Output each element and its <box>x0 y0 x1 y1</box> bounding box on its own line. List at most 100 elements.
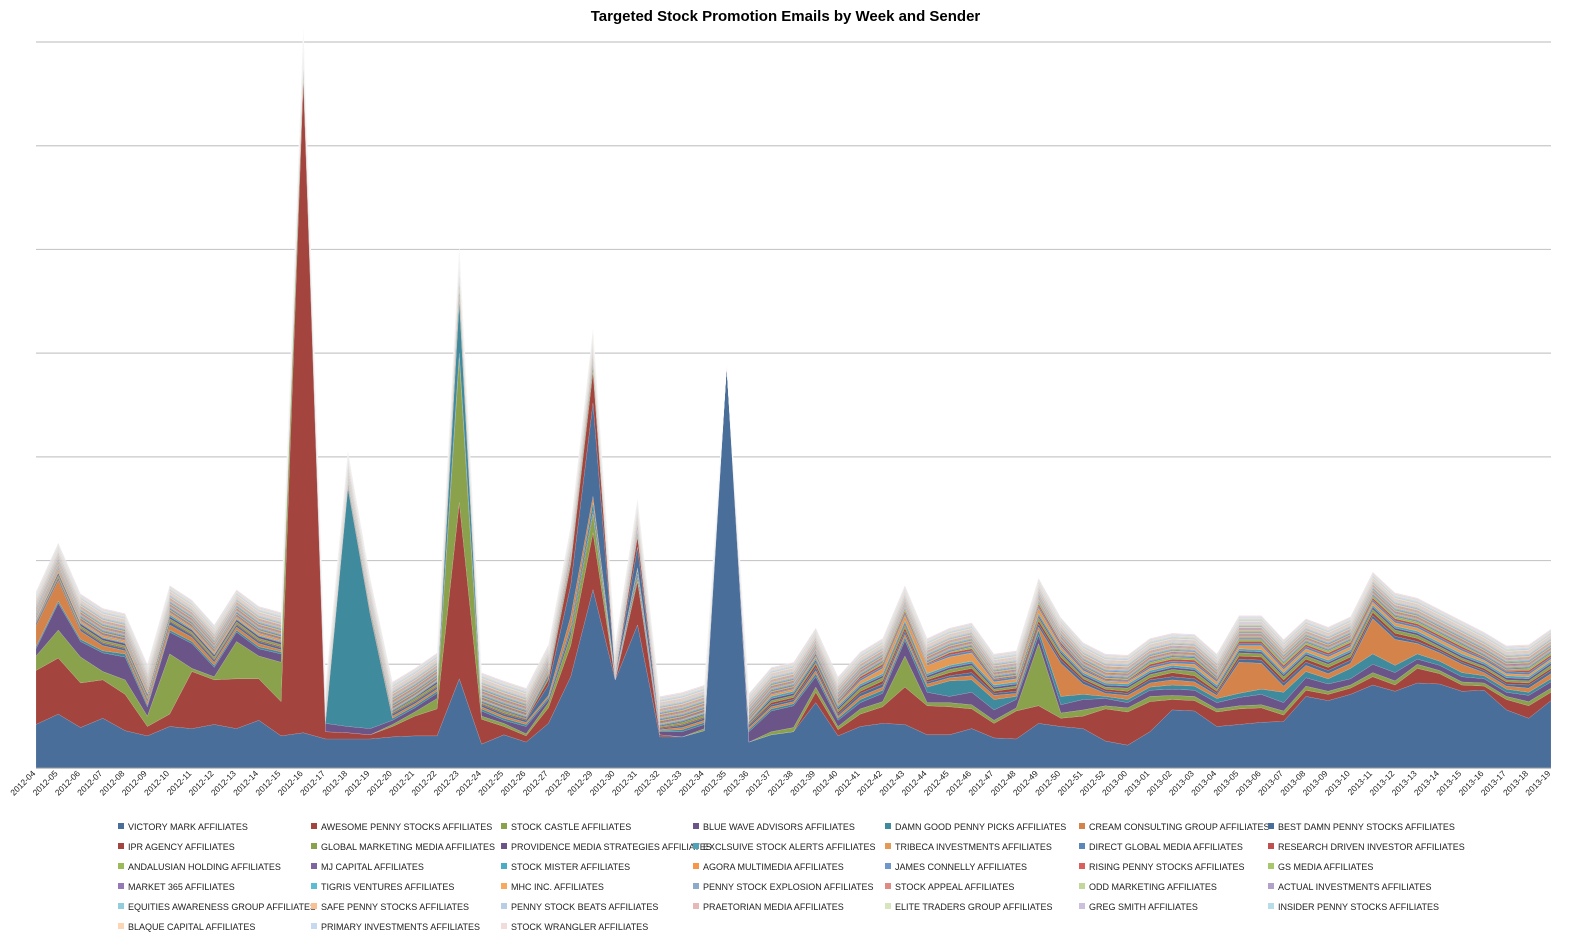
legend-item: PRAETORIAN MEDIA AFFILIATES <box>693 900 844 914</box>
legend-label: MJ CAPITAL AFFILIATES <box>321 862 424 872</box>
legend-label: RISING PENNY STOCKS AFFILIATES <box>1089 862 1245 872</box>
legend-swatch <box>118 843 124 849</box>
legend-label: BLUE WAVE ADVISORS AFFILIATES <box>703 822 855 832</box>
legend-label: BLAQUE CAPITAL AFFILIATES <box>128 922 256 932</box>
legend-label: PENNY STOCK EXPLOSION AFFILIATES <box>703 882 874 892</box>
legend-item: IPR AGENCY AFFILIATES <box>118 840 235 854</box>
legend-item: MARKET 365 AFFILIATES <box>118 880 235 894</box>
legend-swatch <box>1079 863 1085 869</box>
legend-item: BLUE WAVE ADVISORS AFFILIATES <box>693 820 855 834</box>
legend-label: CREAM CONSULTING GROUP AFFILIATES <box>1089 822 1270 832</box>
legend-label: PRIMARY INVESTMENTS AFFILIATES <box>321 922 481 932</box>
legend-item: RISING PENNY STOCKS AFFILIATES <box>1079 860 1245 874</box>
legend-label: MHC INC. AFFILIATES <box>511 882 604 892</box>
legend-item: BEST DAMN PENNY STOCKS AFFILIATES <box>1268 820 1455 834</box>
legend-label: SAFE PENNY STOCKS AFFILIATES <box>321 902 470 912</box>
legend-label: DAMN GOOD PENNY PICKS AFFILIATES <box>895 822 1067 832</box>
legend-label: TIGRIS VENTURES AFFILIATES <box>321 882 455 892</box>
legend-item: DAMN GOOD PENNY PICKS AFFILIATES <box>885 820 1066 834</box>
legend-item: STOCK MISTER AFFILIATES <box>501 860 630 874</box>
legend-swatch <box>693 823 699 829</box>
legend-label: AGORA MULTIMEDIA AFFILIATES <box>703 862 844 872</box>
legend-swatch <box>311 923 317 929</box>
legend-item: AWESOME PENNY STOCKS AFFILIATES <box>311 820 492 834</box>
area-series-37 <box>35 28 1552 698</box>
legend-item: PROVIDENCE MEDIA STRATEGIES AFFILIATES <box>501 840 712 854</box>
legend-swatch <box>693 883 699 889</box>
legend-label: BEST DAMN PENNY STOCKS AFFILIATES <box>1278 822 1455 832</box>
legend-label: EXCLSUIVE STOCK ALERTS AFFILIATES <box>703 842 876 852</box>
legend-swatch <box>118 883 124 889</box>
legend-label: STOCK WRANGLER AFFILIATES <box>511 922 649 932</box>
legend-swatch <box>1268 883 1274 889</box>
legend-swatch <box>118 823 124 829</box>
legend-swatch <box>118 903 124 909</box>
legend-label: GREG SMITH AFFILIATES <box>1089 902 1198 912</box>
x-tick-label: 2013-19 <box>1523 768 1552 797</box>
legend-item: MJ CAPITAL AFFILIATES <box>311 860 424 874</box>
legend-swatch <box>501 923 507 929</box>
legend-item: GLOBAL MARKETING MEDIA AFFILIATES <box>311 840 495 854</box>
legend-swatch <box>885 843 891 849</box>
legend-swatch <box>311 863 317 869</box>
legend-swatch <box>1079 903 1085 909</box>
legend-label: IPR AGENCY AFFILIATES <box>128 842 235 852</box>
legend-swatch <box>1268 863 1274 869</box>
legend-item: STOCK WRANGLER AFFILIATES <box>501 920 648 934</box>
legend-swatch <box>1268 843 1274 849</box>
legend-label: PENNY STOCK BEATS AFFILIATES <box>511 902 659 912</box>
legend-swatch <box>1079 883 1085 889</box>
legend-swatch <box>118 923 124 929</box>
legend-label: RESEARCH DRIVEN INVESTOR AFFILIATES <box>1278 842 1465 852</box>
area-series-29 <box>35 36 1552 707</box>
legend-swatch <box>501 903 507 909</box>
legend-label: STOCK APPEAL AFFILIATES <box>895 882 1015 892</box>
legend-item: RESEARCH DRIVEN INVESTOR AFFILIATES <box>1268 840 1465 854</box>
legend-item: ACTUAL INVESTMENTS AFFILIATES <box>1268 880 1432 894</box>
legend-label: STOCK MISTER AFFILIATES <box>511 862 631 872</box>
legend-swatch <box>1268 823 1274 829</box>
legend-item: BLAQUE CAPITAL AFFILIATES <box>118 920 255 934</box>
area-series-33 <box>35 32 1552 702</box>
legend-item: EQUITIES AWARENESS GROUP AFFILIATES <box>118 900 316 914</box>
legend-label: AWESOME PENNY STOCKS AFFILIATES <box>321 822 493 832</box>
legend-item: PRIMARY INVESTMENTS AFFILIATES <box>311 920 480 934</box>
legend-item: PENNY STOCK EXPLOSION AFFILIATES <box>693 880 874 894</box>
legend-label: GLOBAL MARKETING MEDIA AFFILIATES <box>321 842 496 852</box>
legend-item: TIGRIS VENTURES AFFILIATES <box>311 880 454 894</box>
legend-item: STOCK APPEAL AFFILIATES <box>885 880 1014 894</box>
legend-swatch <box>693 863 699 869</box>
legend-item: JAMES CONNELLY AFFILIATES <box>885 860 1027 874</box>
legend-label: TRIBECA INVESTMENTS AFFILIATES <box>895 842 1052 852</box>
legend-label: DIRECT GLOBAL MEDIA AFFILIATES <box>1089 842 1243 852</box>
legend-item: ANDALUSIAN HOLDING AFFILIATES <box>118 860 281 874</box>
legend-label: PROVIDENCE MEDIA STRATEGIES AFFILIATES <box>511 842 712 852</box>
legend-item: AGORA MULTIMEDIA AFFILIATES <box>693 860 844 874</box>
legend-swatch <box>311 903 317 909</box>
legend-label: ANDALUSIAN HOLDING AFFILIATES <box>128 862 281 872</box>
legend-item: GS MEDIA AFFILIATES <box>1268 860 1373 874</box>
area-series-34 <box>35 31 1552 701</box>
legend-label: MARKET 365 AFFILIATES <box>128 882 235 892</box>
area-series-36 <box>35 29 1552 699</box>
legend-swatch <box>311 823 317 829</box>
legend-swatch <box>885 863 891 869</box>
legend-item: ELITE TRADERS GROUP AFFILIATES <box>885 900 1053 914</box>
legend-label: JAMES CONNELLY AFFILIATES <box>895 862 1028 872</box>
legend-swatch <box>693 843 699 849</box>
area-series-35 <box>35 30 1552 700</box>
legend-swatch <box>501 823 507 829</box>
legend-label: VICTORY MARK AFFILIATES <box>128 822 248 832</box>
legend-swatch <box>885 903 891 909</box>
legend-item: SAFE PENNY STOCKS AFFILIATES <box>311 900 469 914</box>
legend-item: INSIDER PENNY STOCKS AFFILIATES <box>1268 900 1439 914</box>
legend-swatch <box>501 883 507 889</box>
area-series-30 <box>35 35 1552 705</box>
legend-label: INSIDER PENNY STOCKS AFFILIATES <box>1278 902 1440 912</box>
legend-swatch <box>1268 903 1274 909</box>
legend-swatch <box>311 883 317 889</box>
legend-swatch <box>1079 823 1085 829</box>
legend-item: DIRECT GLOBAL MEDIA AFFILIATES <box>1079 840 1243 854</box>
